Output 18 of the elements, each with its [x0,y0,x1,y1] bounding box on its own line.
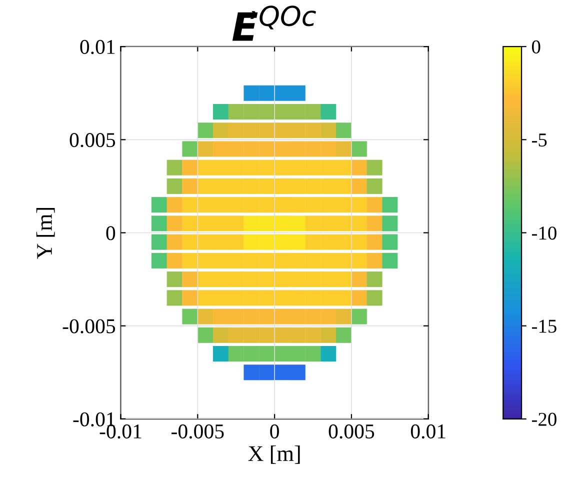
x-tick-label: 0.01 [410,424,446,439]
x-tick-label: -0.005 [172,424,224,439]
y-axis-title: Y [m] [36,208,55,259]
y-tick-label: 0 [106,226,116,240]
color-bar-label: 0 [532,40,540,54]
color-bar-label: -15 [532,320,556,333]
color-bar-label: -20 [532,412,556,426]
y-tick-label: 0.005 [70,133,116,148]
x-axis-title: X [m] [248,445,300,464]
y-tick-label: -0.01 [73,412,115,426]
y-tick-label: -0.005 [62,319,116,334]
chart-title: E⃗$^{QOc}$ [232,6,316,41]
color-bar-label: -5 [532,134,547,147]
color-bar-label: -10 [532,226,556,240]
x-tick-label: 0 [270,424,279,438]
x-tick-label: -0.01 [100,424,142,439]
y-tick-label: 0.01 [80,40,115,54]
x-tick-label: 0.005 [328,424,374,439]
